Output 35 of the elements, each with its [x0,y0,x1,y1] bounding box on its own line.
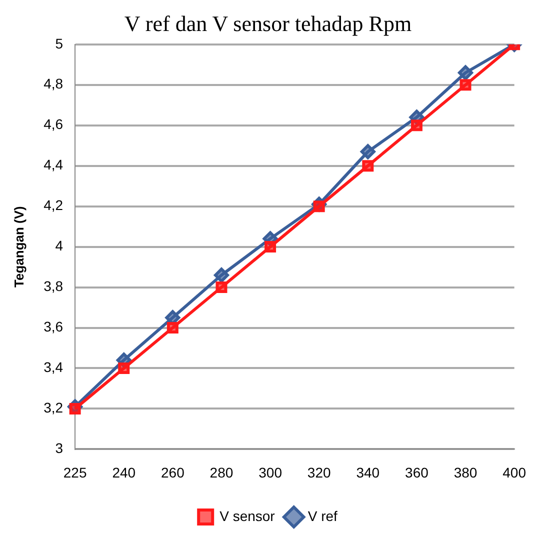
y-tick-label: 4 [55,238,64,254]
point [166,322,178,334]
x-tick-label: 300 [258,464,282,480]
point [458,65,474,80]
point [362,160,374,172]
legend-label: V ref [308,508,338,524]
x-tick-label: 360 [405,464,429,480]
y-tick-label: 3,2 [44,400,64,416]
x-tick-label: 240 [112,464,136,480]
point [410,120,422,132]
y-tick-label: 3,4 [44,359,64,376]
point [216,282,228,294]
legend-label: V sensor [220,508,276,524]
y-tick-label: 3 [55,440,64,456]
y-tick-label: 3,6 [44,318,64,335]
x-tick-label: 225 [63,464,87,480]
x-tick-label: 400 [502,464,526,480]
chart-title: V ref dan V sensor tehadap Rpm [124,10,412,36]
point [118,362,130,374]
y-tick-label: 4,8 [44,76,64,92]
y-tick-label: 4,6 [44,116,64,132]
x-tick-label: 340 [356,464,380,480]
x-tick-label: 380 [454,464,478,480]
point [214,268,229,283]
x-tick-label: 320 [307,464,331,480]
point [460,79,472,91]
point [360,144,376,160]
x-tick-label: 260 [160,464,185,480]
x-tick-label: 280 [210,464,234,480]
y-tick-label: 3,8 [44,278,64,294]
y-tick-label: 5 [55,35,64,52]
y-tick-label: 4,4 [44,156,64,173]
y-axis-title: Tegangan (V) [11,206,26,288]
point [264,241,276,253]
y-tick-label: 4,2 [44,197,64,214]
